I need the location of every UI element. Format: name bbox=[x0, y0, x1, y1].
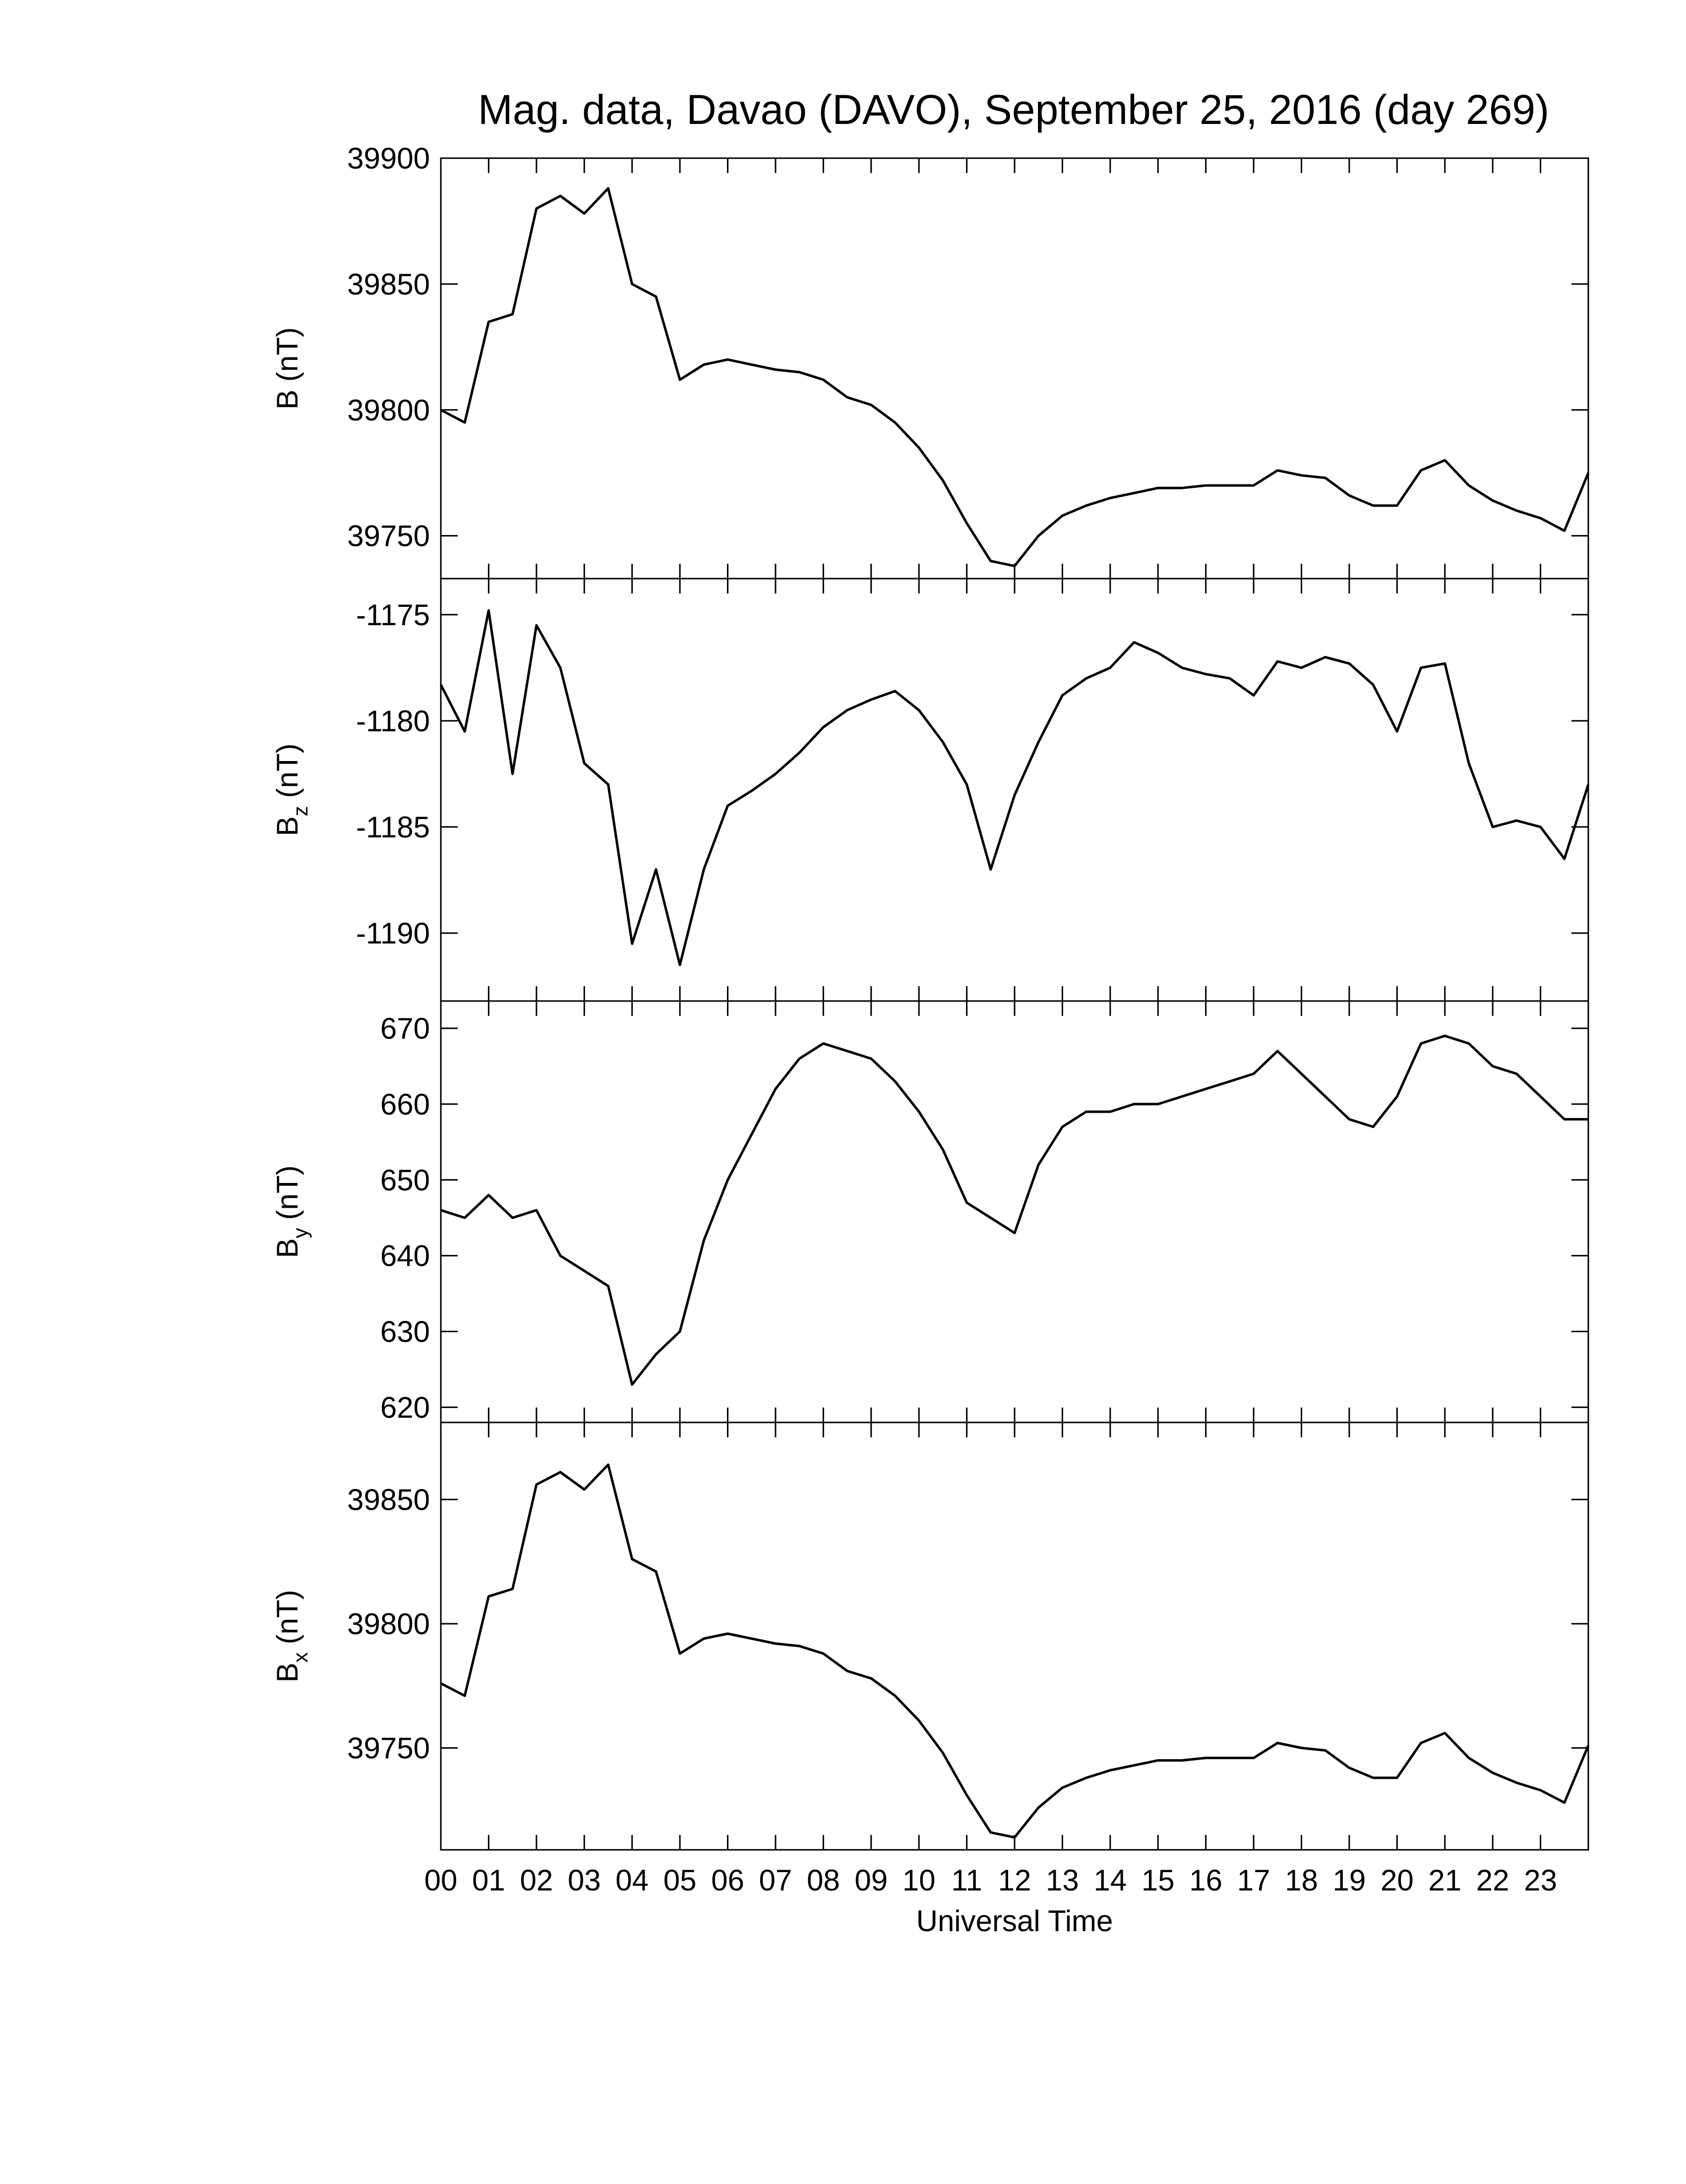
y-axis-label: Bz (nT) bbox=[271, 743, 312, 836]
y-label-sub: y bbox=[289, 1228, 312, 1238]
x-tick-label: 12 bbox=[998, 1864, 1031, 1897]
y-axis-label: Bx (nT) bbox=[271, 1590, 312, 1682]
y-label-main: B bbox=[271, 390, 304, 410]
y-label-sub: x bbox=[289, 1652, 312, 1662]
x-tick-label: 18 bbox=[1285, 1864, 1318, 1897]
x-tick-label: 20 bbox=[1381, 1864, 1414, 1897]
y-axis-label: B (nT) bbox=[271, 327, 304, 410]
x-tick-label: 16 bbox=[1189, 1864, 1222, 1897]
x-tick-label: 06 bbox=[711, 1864, 744, 1897]
x-tick-label: 08 bbox=[807, 1864, 840, 1897]
x-tick-label: 21 bbox=[1428, 1864, 1461, 1897]
x-tick-label: 10 bbox=[903, 1864, 936, 1897]
y-tick-label: 620 bbox=[380, 1391, 430, 1424]
x-tick-label: 01 bbox=[472, 1864, 505, 1897]
y-tick-label: 640 bbox=[380, 1240, 430, 1273]
y-tick-label: 670 bbox=[380, 1012, 430, 1045]
x-tick-label: 09 bbox=[854, 1864, 888, 1897]
y-tick-label: 39850 bbox=[347, 1483, 430, 1516]
x-tick-label: 13 bbox=[1046, 1864, 1079, 1897]
y-label-main: B bbox=[271, 1238, 304, 1258]
x-tick-label: 22 bbox=[1476, 1864, 1509, 1897]
y-tick-label: 660 bbox=[380, 1088, 430, 1121]
x-tick-label: 04 bbox=[615, 1864, 649, 1897]
y-tick-label: 39800 bbox=[347, 1607, 430, 1641]
plot-frame bbox=[440, 578, 1589, 1002]
y-label-main: B bbox=[271, 1662, 304, 1682]
data-line bbox=[439, 609, 1590, 966]
y-label-unit: (nT) bbox=[271, 1165, 304, 1220]
y-tick-label: 39900 bbox=[347, 142, 430, 175]
plot-frame bbox=[440, 157, 1589, 580]
y-axis-label: By (nT) bbox=[271, 1165, 312, 1258]
data-line bbox=[440, 187, 1590, 568]
x-tick-label: 17 bbox=[1237, 1864, 1270, 1897]
y-tick-label: 650 bbox=[380, 1164, 430, 1197]
y-tick-label: 39850 bbox=[347, 268, 430, 301]
x-tick-label: 05 bbox=[663, 1864, 697, 1897]
y-tick-label: 630 bbox=[380, 1315, 430, 1349]
x-tick-label: 03 bbox=[568, 1864, 601, 1897]
y-label-unit: (nT) bbox=[271, 327, 304, 382]
y-label-unit: (nT) bbox=[271, 743, 304, 798]
y-tick-label: -1175 bbox=[356, 598, 430, 632]
x-tick-label: 19 bbox=[1333, 1864, 1366, 1897]
x-tick-label: 00 bbox=[424, 1864, 458, 1897]
data-line bbox=[440, 1034, 1588, 1386]
y-tick-label: 39750 bbox=[347, 1732, 430, 1765]
y-tick-label: -1185 bbox=[356, 811, 430, 844]
x-tick-label: 15 bbox=[1142, 1864, 1175, 1897]
y-tick-label: -1190 bbox=[356, 917, 430, 950]
x-axis-label: Universal Time bbox=[916, 1904, 1113, 1938]
y-label-sub: z bbox=[289, 806, 312, 816]
x-tick-label: 02 bbox=[520, 1864, 553, 1897]
data-line bbox=[440, 1463, 1590, 1839]
y-label-unit: (nT) bbox=[271, 1590, 304, 1644]
x-tick-label: 23 bbox=[1524, 1864, 1557, 1897]
plot-frame bbox=[440, 1000, 1589, 1423]
x-tick-label: 11 bbox=[951, 1864, 982, 1897]
y-tick-label: 39750 bbox=[347, 520, 430, 553]
plot-frame bbox=[440, 1421, 1589, 1851]
y-tick-label: 39800 bbox=[347, 394, 430, 427]
chart-title: Mag. data, Davao (DAVO), September 25, 2… bbox=[478, 86, 1549, 133]
x-tick-label: 07 bbox=[759, 1864, 792, 1897]
x-tick-label: 14 bbox=[1093, 1864, 1127, 1897]
y-tick-label: -1180 bbox=[356, 705, 430, 738]
y-label-main: B bbox=[271, 816, 304, 836]
